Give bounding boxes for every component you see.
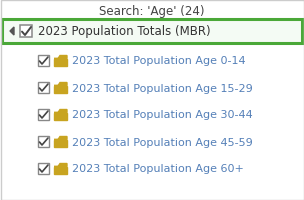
Bar [38, 83, 49, 94]
Text: 2023 Total Population Age 0-14: 2023 Total Population Age 0-14 [72, 56, 246, 66]
Polygon shape [10, 28, 14, 36]
Polygon shape [54, 56, 67, 59]
Text: 2023 Total Population Age 60+: 2023 Total Population Age 60+ [72, 164, 244, 174]
Polygon shape [54, 140, 67, 147]
Polygon shape [54, 110, 67, 113]
Polygon shape [54, 167, 67, 174]
Text: 2023 Population Totals (MBR): 2023 Population Totals (MBR) [38, 25, 211, 38]
Bar [38, 163, 49, 174]
Bar [20, 26, 32, 38]
Polygon shape [54, 164, 67, 167]
Text: Search: 'Age' (24): Search: 'Age' (24) [99, 5, 205, 18]
Polygon shape [54, 59, 67, 66]
Text: 2023 Total Population Age 45-59: 2023 Total Population Age 45-59 [72, 137, 253, 147]
Text: 2023 Total Population Age 15-29: 2023 Total Population Age 15-29 [72, 83, 253, 93]
Polygon shape [54, 83, 67, 86]
Bar [2, 20, 302, 44]
Polygon shape [54, 113, 67, 120]
Polygon shape [54, 86, 67, 93]
Polygon shape [54, 137, 67, 140]
Text: 2023 Total Population Age 30-44: 2023 Total Population Age 30-44 [72, 110, 253, 120]
Bar [38, 109, 49, 120]
Bar [38, 56, 49, 67]
Bar [38, 136, 49, 147]
